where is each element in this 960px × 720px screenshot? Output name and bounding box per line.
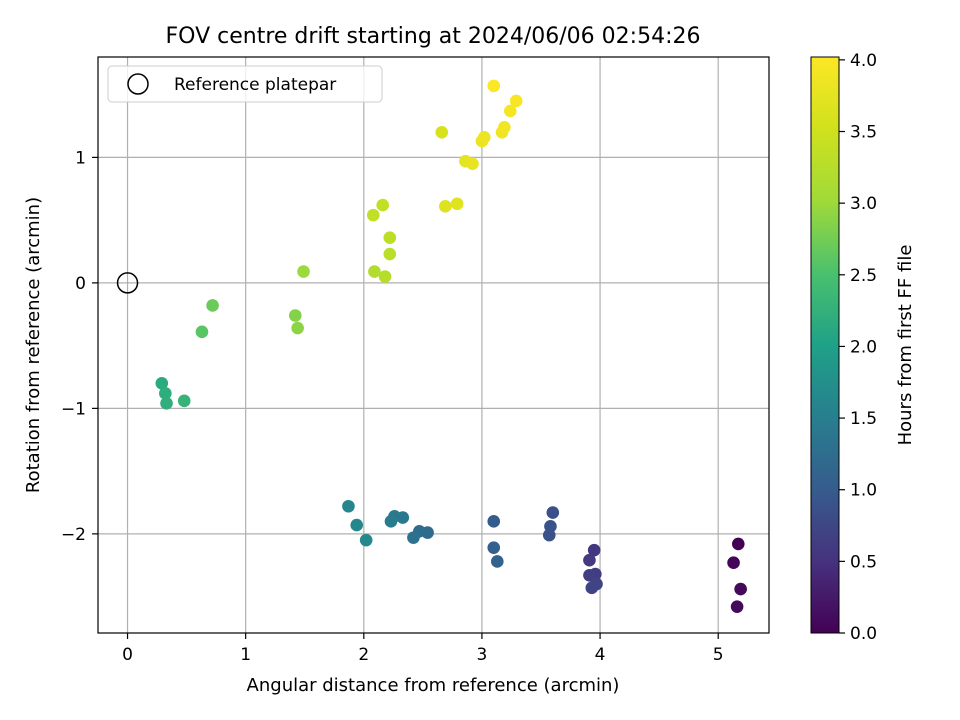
y-tick-label: 0: [75, 274, 86, 294]
data-point: [583, 568, 596, 582]
data-point: [583, 553, 596, 567]
data-point: [383, 231, 397, 245]
data-point: [376, 198, 390, 212]
data-point: [342, 499, 355, 513]
data-point: [466, 157, 479, 170]
data-point: [727, 556, 740, 570]
data-point: [450, 197, 464, 211]
data-point: [383, 247, 397, 261]
y-axis-label: Rotation from reference (arcmin): [23, 197, 44, 493]
data-point: [731, 537, 745, 551]
colorbar-frame: [810, 56, 840, 634]
data-point: [177, 394, 191, 408]
data-point: [378, 270, 392, 283]
colorbar-tick-label: 2.0: [850, 337, 877, 357]
x-axis-label: Angular distance from reference (arcmin): [247, 675, 620, 696]
y-tick-label: −2: [61, 525, 86, 545]
data-point: [359, 533, 373, 547]
data-point: [477, 131, 491, 144]
legend: Reference platepar: [107, 65, 383, 103]
x-tick-label: 0: [122, 645, 133, 665]
x-axis-ticks: 0 1 2 3 4 5: [122, 633, 724, 665]
x-tick-label: 2: [358, 645, 369, 665]
y-tick-label: −1: [61, 399, 86, 419]
y-tick-label: 1: [75, 148, 86, 168]
x-tick-label: 5: [713, 645, 724, 665]
data-point: [730, 600, 744, 613]
data-point: [435, 125, 449, 139]
data-point: [509, 94, 523, 108]
data-point: [297, 265, 310, 278]
data-point: [407, 531, 420, 544]
data-point: [368, 265, 381, 278]
colorbar-tick-label: 1.5: [850, 409, 877, 429]
chart-title: FOV centre drift starting at 2024/06/06 …: [166, 24, 701, 49]
colorbar-tick-label: 0.5: [850, 552, 877, 572]
y-axis-ticks: −2 −1 0 1: [61, 148, 98, 545]
data-point: [546, 506, 560, 519]
data-point: [487, 79, 501, 93]
data-point: [206, 299, 219, 312]
data-point: [291, 321, 304, 335]
data-point: [542, 528, 556, 542]
data-point: [155, 376, 169, 390]
colorbar: 0.0 0.5 1.0 1.5 2.0 2.5 3.0 3.5 4.0 Hours from f…: [810, 51, 916, 644]
colorbar-tick-label: 1.0: [850, 481, 877, 501]
colorbar-tick-label: 0.0: [850, 624, 877, 644]
data-point: [366, 208, 380, 222]
colorbar-gradient: [811, 57, 839, 633]
x-tick-label: 1: [240, 645, 251, 665]
x-tick-label: 4: [595, 645, 606, 665]
colorbar-tick-label: 3.5: [850, 123, 877, 143]
data-point: [734, 582, 747, 596]
data-point: [585, 581, 599, 595]
colorbar-label: Hours from first FF file: [895, 245, 916, 446]
legend-box: [107, 65, 383, 103]
legend-open-circle-icon: [127, 73, 149, 95]
colorbar-tick-label: 4.0: [850, 51, 877, 71]
colorbar-tick-label: 2.5: [850, 266, 877, 286]
data-point: [487, 541, 501, 554]
data-point: [503, 104, 517, 118]
data-point: [288, 309, 302, 322]
data-point: [384, 515, 398, 528]
data-point: [195, 325, 209, 339]
grid-lines: [98, 57, 769, 633]
data-points: [116, 79, 747, 613]
data-point: [498, 120, 511, 134]
data-point: [160, 397, 173, 410]
data-point: [587, 543, 601, 557]
data-point: [487, 515, 501, 528]
plot-frame: [97, 56, 770, 634]
data-point: [350, 518, 364, 532]
reference-marker: [116, 272, 139, 294]
data-point: [159, 387, 172, 400]
colorbar-ticks: 0.0 0.5 1.0 1.5 2.0 2.5 3.0 3.5 4.0: [839, 51, 877, 644]
data-point: [490, 555, 504, 568]
legend-label: Reference platepar: [174, 75, 336, 95]
data-point: [439, 200, 452, 213]
colorbar-tick-label: 3.0: [850, 194, 877, 214]
x-tick-label: 3: [477, 645, 488, 665]
